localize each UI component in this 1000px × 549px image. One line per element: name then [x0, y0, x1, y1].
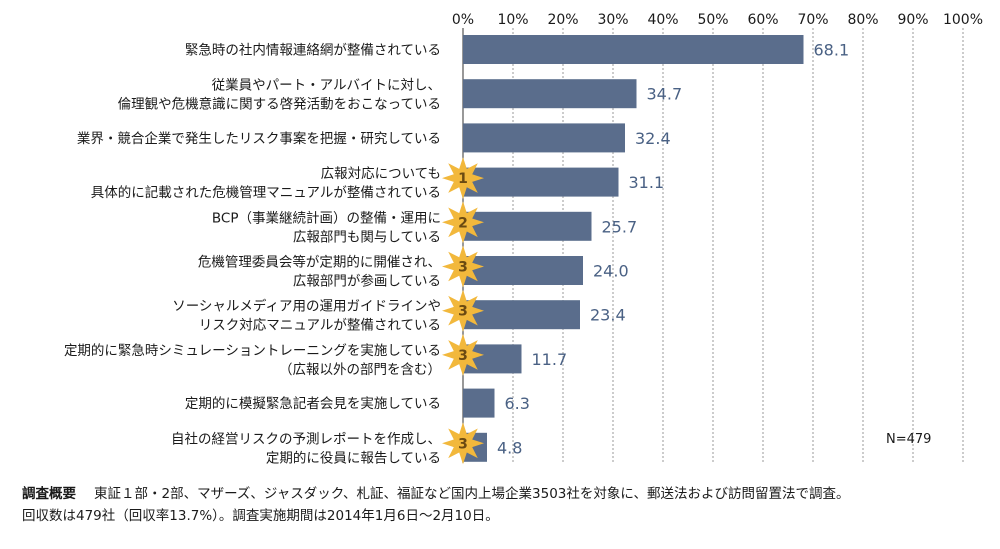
category-label: 定期的に模擬緊急記者会見を実施している	[185, 395, 441, 412]
category-label: 定期的に役員に報告している	[266, 450, 441, 466]
bar-chart: 0% 10% 20% 30% 40% 50% 60% 70% 80% 90% 100% 68.134…	[64, 12, 983, 467]
survey-summary-line-1: 調査概要 東証１部・2部、マザーズ、ジャスダック、札証、福証など国内上場企業350…	[22, 483, 992, 505]
x-tick-label: 30%	[597, 12, 628, 28]
x-tick-label: 0%	[452, 12, 474, 28]
bar	[463, 256, 583, 285]
rank-badges: 1 2 3 3 3 3	[442, 157, 484, 465]
bar	[463, 300, 580, 330]
category-label: 危機管理委員会等が定期的に開催され、	[198, 254, 441, 271]
category-label: 緊急時の社内情報連絡網が整備されている	[185, 43, 441, 59]
survey-summary-label: 調査概要	[22, 486, 76, 502]
category-label: 広報部門も関与している	[293, 229, 441, 245]
x-tick-label: 60%	[747, 12, 778, 28]
sample-size-label: N=479	[886, 432, 931, 447]
category-label: ソーシャルメディア用の運用ガイドラインや	[172, 298, 441, 315]
rank-star-icon	[442, 157, 484, 200]
x-tick-label: 90%	[897, 12, 928, 28]
rank-number: 3	[458, 304, 468, 320]
x-tick-label: 40%	[647, 12, 678, 28]
bar	[463, 388, 495, 418]
category-label: BCP（事業継続計画）の整備・運用に	[212, 210, 441, 226]
category-label: 広報部門が参画している	[293, 273, 441, 290]
bars: 68.1 34.7 32.4 31.1 25.7 24.0 23.4 11.7 6.3 4.8	[463, 35, 849, 462]
rank-star-icon	[442, 289, 484, 332]
rank-star-icon	[442, 333, 484, 376]
rank-number: 1	[458, 171, 468, 187]
value-label: 23.4	[590, 306, 626, 325]
bar	[463, 211, 592, 241]
category-labels: 緊急時の社内情報連絡網が整備されている従業員やパート・アルバイトに対し、倫理観や…	[64, 43, 441, 467]
category-label: 広報対応についても	[321, 166, 441, 182]
value-label: 31.1	[629, 173, 665, 192]
x-tick-label: 50%	[697, 12, 728, 28]
rank-star-icon	[442, 422, 484, 465]
survey-summary-text-2: 回収数は479社（回収率13.7%）。調査実施期間は2014年1月6日〜2月10…	[22, 508, 499, 524]
value-label: 25.7	[602, 217, 638, 236]
rank-number: 2	[458, 215, 468, 231]
value-label: 34.7	[647, 85, 683, 104]
rank-number: 3	[458, 436, 468, 452]
bar	[463, 79, 637, 109]
value-label: 4.8	[497, 438, 522, 457]
x-tick-label: 70%	[797, 12, 828, 28]
x-axis-ticks: 0% 10% 20% 30% 40% 50% 60% 70% 80% 90% 100%	[452, 12, 983, 28]
category-label: （広報以外の部門を含む）	[279, 362, 441, 378]
category-label: 業界・競合企業で発生したリスク事案を把握・研究している	[77, 130, 441, 147]
rank-star-icon	[442, 245, 484, 288]
category-label: 定期的に緊急時シミュレーショントレーニングを実施している	[64, 343, 441, 359]
value-label: 68.1	[814, 41, 850, 60]
category-label: 従業員やパート・アルバイトに対し、	[212, 78, 441, 94]
category-label: 自社の経営リスクの予測レポートを作成し、	[171, 431, 441, 447]
bar	[463, 123, 625, 153]
x-tick-label: 10%	[497, 12, 528, 28]
value-label: 6.3	[505, 394, 530, 413]
survey-summary: 調査概要 東証１部・2部、マザーズ、ジャスダック、札証、福証など国内上場企業350…	[22, 483, 992, 527]
category-label: リスク対応マニュアルが整備されている	[199, 318, 441, 334]
rank-number: 3	[458, 348, 468, 364]
x-tick-label: 80%	[847, 12, 878, 28]
value-label: 24.0	[593, 262, 629, 281]
x-tick-label: 100%	[943, 12, 983, 28]
bar	[463, 35, 804, 64]
bar	[463, 167, 619, 197]
category-label: 倫理観や危機意識に関する啓発活動をおこなっている	[118, 96, 441, 113]
survey-summary-text-1: 東証１部・2部、マザーズ、ジャスダック、札証、福証など国内上場企業3503社を対…	[94, 486, 850, 502]
value-label: 32.4	[635, 129, 671, 148]
rank-number: 3	[458, 260, 468, 276]
category-label: 具体的に記載された危機管理マニュアルが整備されている	[91, 184, 441, 201]
value-label: 11.7	[532, 350, 568, 369]
x-tick-label: 20%	[547, 12, 578, 28]
rank-star-icon	[442, 201, 484, 244]
